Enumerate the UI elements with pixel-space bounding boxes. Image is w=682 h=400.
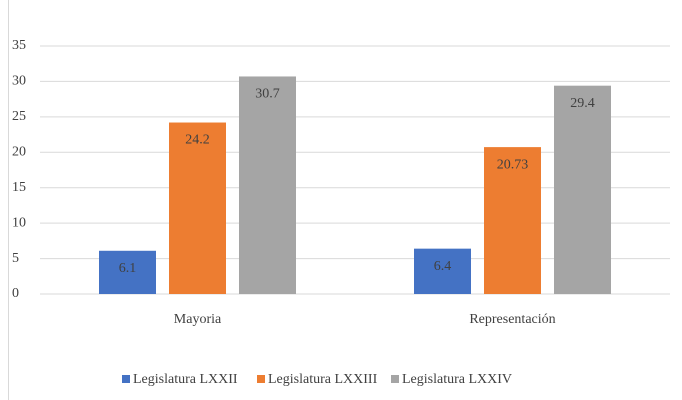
- legend-swatch: [122, 375, 130, 383]
- bar: [169, 122, 226, 294]
- value-label: 20.73: [497, 157, 529, 172]
- bar: [484, 147, 541, 294]
- bar: [99, 250, 156, 294]
- y-tick-label: 20: [12, 145, 26, 160]
- value-label: 30.7: [255, 87, 280, 102]
- bar: [554, 85, 611, 295]
- value-label: 6.1: [119, 261, 137, 276]
- bar: [239, 76, 296, 295]
- y-tick-label: 15: [12, 180, 26, 195]
- y-tick-label: 30: [12, 74, 26, 89]
- legend-label: Legislatura LXXII: [133, 372, 238, 387]
- value-label: 6.4: [434, 259, 452, 274]
- legend-swatch: [391, 375, 399, 383]
- y-tick-label: 25: [12, 109, 26, 124]
- x-tick-label: Representación: [469, 312, 555, 327]
- legend-swatch: [257, 375, 265, 383]
- y-tick-label: 35: [12, 38, 26, 53]
- legend-label: Legislatura LXXIII: [268, 372, 378, 387]
- x-tick-label: Mayoria: [174, 312, 222, 327]
- y-tick-label: 5: [12, 251, 19, 266]
- value-label: 29.4: [570, 96, 595, 111]
- legend-label: Legislatura LXXIV: [402, 372, 512, 387]
- y-tick-label: 0: [12, 286, 19, 301]
- bar: [414, 248, 471, 294]
- value-label: 24.2: [185, 133, 210, 148]
- y-tick-label: 10: [12, 215, 26, 230]
